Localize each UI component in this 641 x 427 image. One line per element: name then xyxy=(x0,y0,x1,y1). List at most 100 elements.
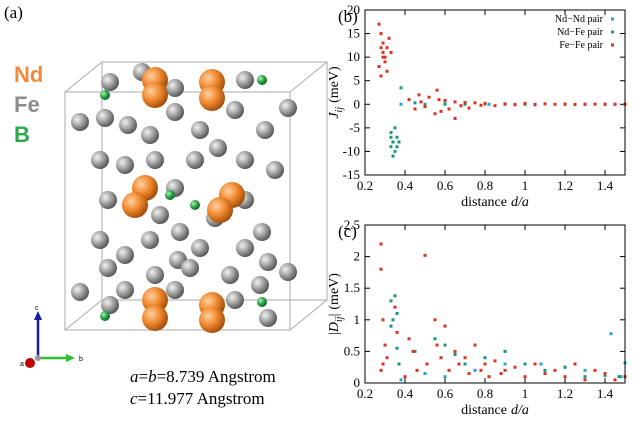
point xyxy=(379,368,383,372)
fe-atom xyxy=(221,266,239,284)
point xyxy=(617,375,621,379)
point xyxy=(443,99,447,103)
point xyxy=(583,102,587,106)
fe-atom xyxy=(166,79,184,97)
point xyxy=(393,126,397,130)
point xyxy=(423,372,427,376)
point xyxy=(443,102,447,106)
point xyxy=(513,103,517,107)
point xyxy=(543,372,547,376)
point xyxy=(443,343,447,347)
point xyxy=(395,311,399,315)
point xyxy=(395,145,399,149)
point xyxy=(415,368,419,372)
point xyxy=(619,375,623,379)
point xyxy=(393,305,397,309)
fe-atom xyxy=(151,206,169,224)
y-tick-label: 2.5 xyxy=(344,217,360,232)
point xyxy=(543,102,547,106)
fe-atom xyxy=(99,191,117,209)
point xyxy=(573,362,577,366)
nd-atom xyxy=(122,192,148,218)
y-tick-label: 0 xyxy=(354,375,361,390)
fe-atom xyxy=(96,109,114,127)
point xyxy=(381,50,385,54)
y-tick-label: 1.5 xyxy=(344,280,360,295)
lattice-c: c=11.977 Angstrom xyxy=(130,389,265,408)
fe-atom xyxy=(279,263,297,281)
point xyxy=(407,98,411,102)
legend-label: Fe−Fe pair xyxy=(559,40,603,51)
point xyxy=(387,36,391,40)
point xyxy=(391,140,395,144)
point xyxy=(433,318,437,322)
point xyxy=(439,109,443,113)
panel-label: (c) xyxy=(338,222,357,241)
fe-atom xyxy=(116,156,134,174)
nd-atom xyxy=(207,197,233,223)
point xyxy=(395,330,399,334)
fe-atom xyxy=(236,239,254,257)
fe-atom xyxy=(253,223,271,241)
plots: (b)0.2 0.4 0.6 0.8 1 1.2 1.4-15-10-505101520di… xyxy=(327,2,627,418)
point xyxy=(443,324,447,328)
element-label: B xyxy=(14,122,30,147)
fe-atom xyxy=(251,276,269,294)
y-tick-label: 15 xyxy=(347,26,360,41)
panel-label: (b) xyxy=(338,7,358,26)
point xyxy=(443,375,447,379)
x-tick-label: 0.2 xyxy=(357,386,373,401)
point xyxy=(563,365,567,369)
y-tick-label: -10 xyxy=(343,143,360,158)
point xyxy=(437,98,441,102)
point xyxy=(395,135,399,139)
point xyxy=(389,135,393,139)
point xyxy=(523,375,527,379)
point xyxy=(403,375,407,379)
point xyxy=(389,299,393,303)
b-atom xyxy=(257,297,267,307)
y-tick-label: -5 xyxy=(349,120,360,135)
nd-atom xyxy=(199,307,225,333)
point xyxy=(391,318,395,322)
y-tick-label: 20 xyxy=(347,2,360,17)
x-tick-label: 0.4 xyxy=(397,386,414,401)
point xyxy=(439,356,443,360)
point xyxy=(523,101,527,105)
x-tick-label: 1 xyxy=(522,386,529,401)
point xyxy=(473,368,477,372)
point xyxy=(397,362,401,366)
x-tick-label: 0.4 xyxy=(397,178,414,193)
point xyxy=(473,101,477,105)
point xyxy=(453,353,457,357)
point xyxy=(499,372,503,376)
y-tick-label: 10 xyxy=(347,49,360,64)
point xyxy=(493,359,497,363)
point xyxy=(583,378,587,382)
fe-atom xyxy=(146,266,164,284)
point xyxy=(379,46,383,50)
point xyxy=(417,93,421,97)
y-tick-label: -15 xyxy=(343,167,360,182)
point xyxy=(385,356,389,360)
point xyxy=(503,349,507,353)
point xyxy=(433,337,437,341)
fe-atom xyxy=(181,259,199,277)
element-label: Fe xyxy=(14,92,40,117)
point xyxy=(523,362,527,366)
point xyxy=(393,294,397,298)
point xyxy=(377,65,381,69)
axis-label: a xyxy=(20,361,24,368)
point xyxy=(513,365,517,369)
fe-atom xyxy=(91,231,109,249)
fe-atom xyxy=(209,139,227,157)
point xyxy=(493,104,497,108)
fe-atom xyxy=(116,246,134,264)
point xyxy=(463,100,467,104)
point xyxy=(603,373,607,377)
point xyxy=(463,102,467,106)
point xyxy=(463,362,467,366)
fe-atom xyxy=(146,151,164,169)
fe-atom xyxy=(236,151,254,169)
point xyxy=(447,368,451,372)
